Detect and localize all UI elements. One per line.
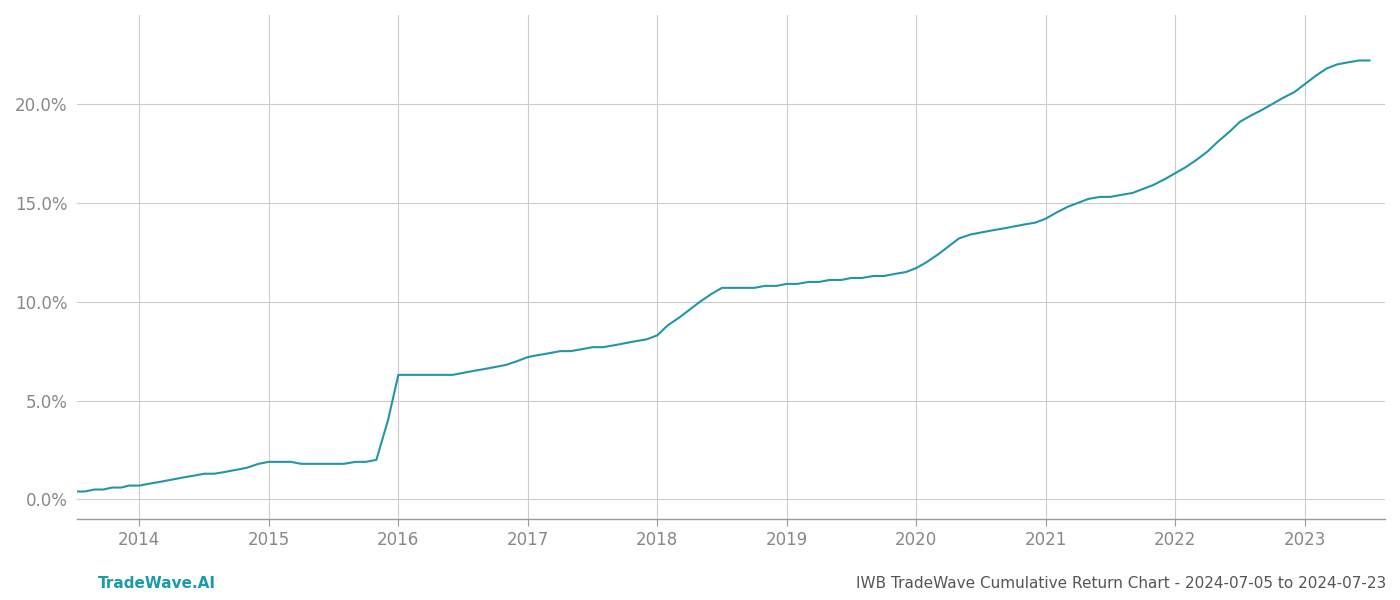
Text: IWB TradeWave Cumulative Return Chart - 2024-07-05 to 2024-07-23: IWB TradeWave Cumulative Return Chart - …	[855, 576, 1386, 591]
Text: TradeWave.AI: TradeWave.AI	[98, 576, 216, 591]
